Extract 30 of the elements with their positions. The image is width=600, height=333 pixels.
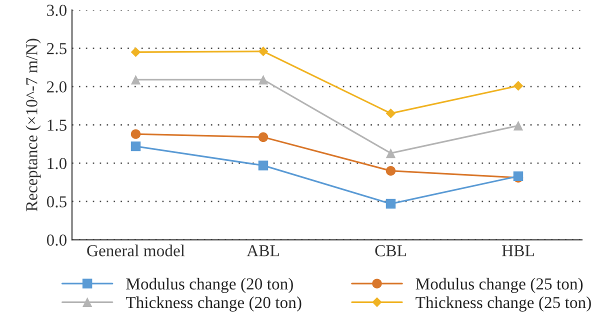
- y-axis-title: Receptance (×10^-7 m/N): [26, 38, 41, 212]
- y-tick-label: 0.0: [46, 234, 67, 246]
- legend-label: Thickness change (25 ton): [416, 296, 591, 312]
- x-tick-label: ABL: [246, 245, 279, 256]
- y-tick-label: 1.0: [48, 158, 67, 170]
- legend-label: Modulus change (20 ton): [126, 278, 293, 293]
- point: [258, 160, 268, 170]
- x-tick-label: CBL: [375, 245, 406, 256]
- point: [386, 108, 396, 118]
- point: [258, 132, 268, 142]
- point: [130, 141, 141, 152]
- point: [130, 74, 141, 85]
- point: [386, 166, 396, 176]
- point: [130, 129, 141, 139]
- point: [386, 198, 396, 209]
- x-tick-label: HBL: [502, 245, 534, 256]
- x-tick-label: General model: [87, 244, 185, 256]
- legend-label: Thickness change (20 ton): [126, 296, 302, 312]
- y-tick-label: 2.5: [47, 43, 66, 54]
- y-tick-label: 1.5: [48, 120, 66, 131]
- point: [513, 80, 524, 91]
- point: [258, 46, 268, 56]
- point: [258, 74, 268, 85]
- legend-label: Modulus change (25 ton): [416, 278, 583, 293]
- point: [386, 148, 396, 158]
- y-tick-label: 3.0: [47, 4, 67, 16]
- point: [130, 47, 141, 58]
- point: [513, 120, 524, 130]
- y-tick-label: 0.5: [46, 196, 66, 208]
- y-tick-label: 2.0: [47, 81, 67, 93]
